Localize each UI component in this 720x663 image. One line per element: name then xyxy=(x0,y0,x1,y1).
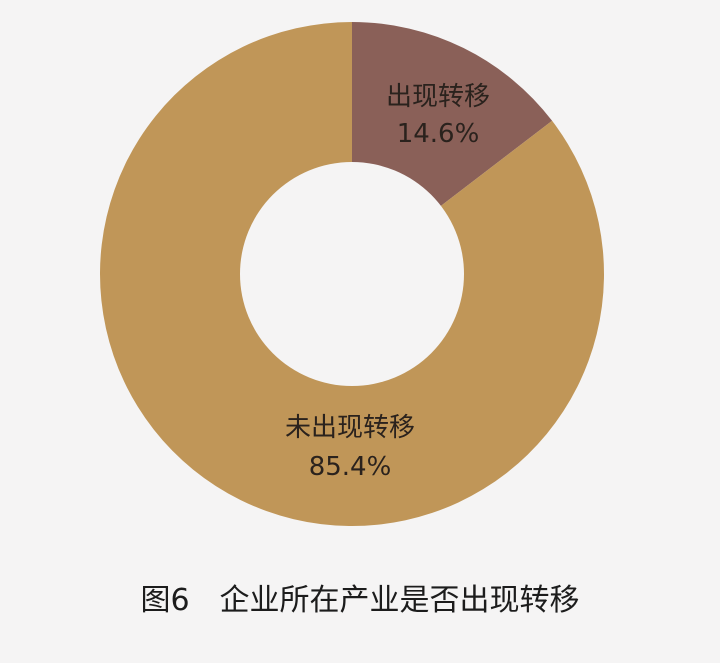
donut-chart: 出现转移 14.6% 未出现转移 85.4% xyxy=(100,21,604,527)
donut-hole xyxy=(240,162,464,386)
chart-title: 图6 企业所在产业是否出现转移 xyxy=(140,583,580,618)
slice-value-1: 85.4% xyxy=(309,452,392,482)
slice-labels: 出现转移 14.6% 未出现转移 85.4% xyxy=(285,82,490,482)
slice-label-0: 出现转移 xyxy=(386,82,490,112)
slice-label-1: 未出现转移 xyxy=(285,413,415,443)
slice-value-0: 14.6% xyxy=(397,119,480,149)
